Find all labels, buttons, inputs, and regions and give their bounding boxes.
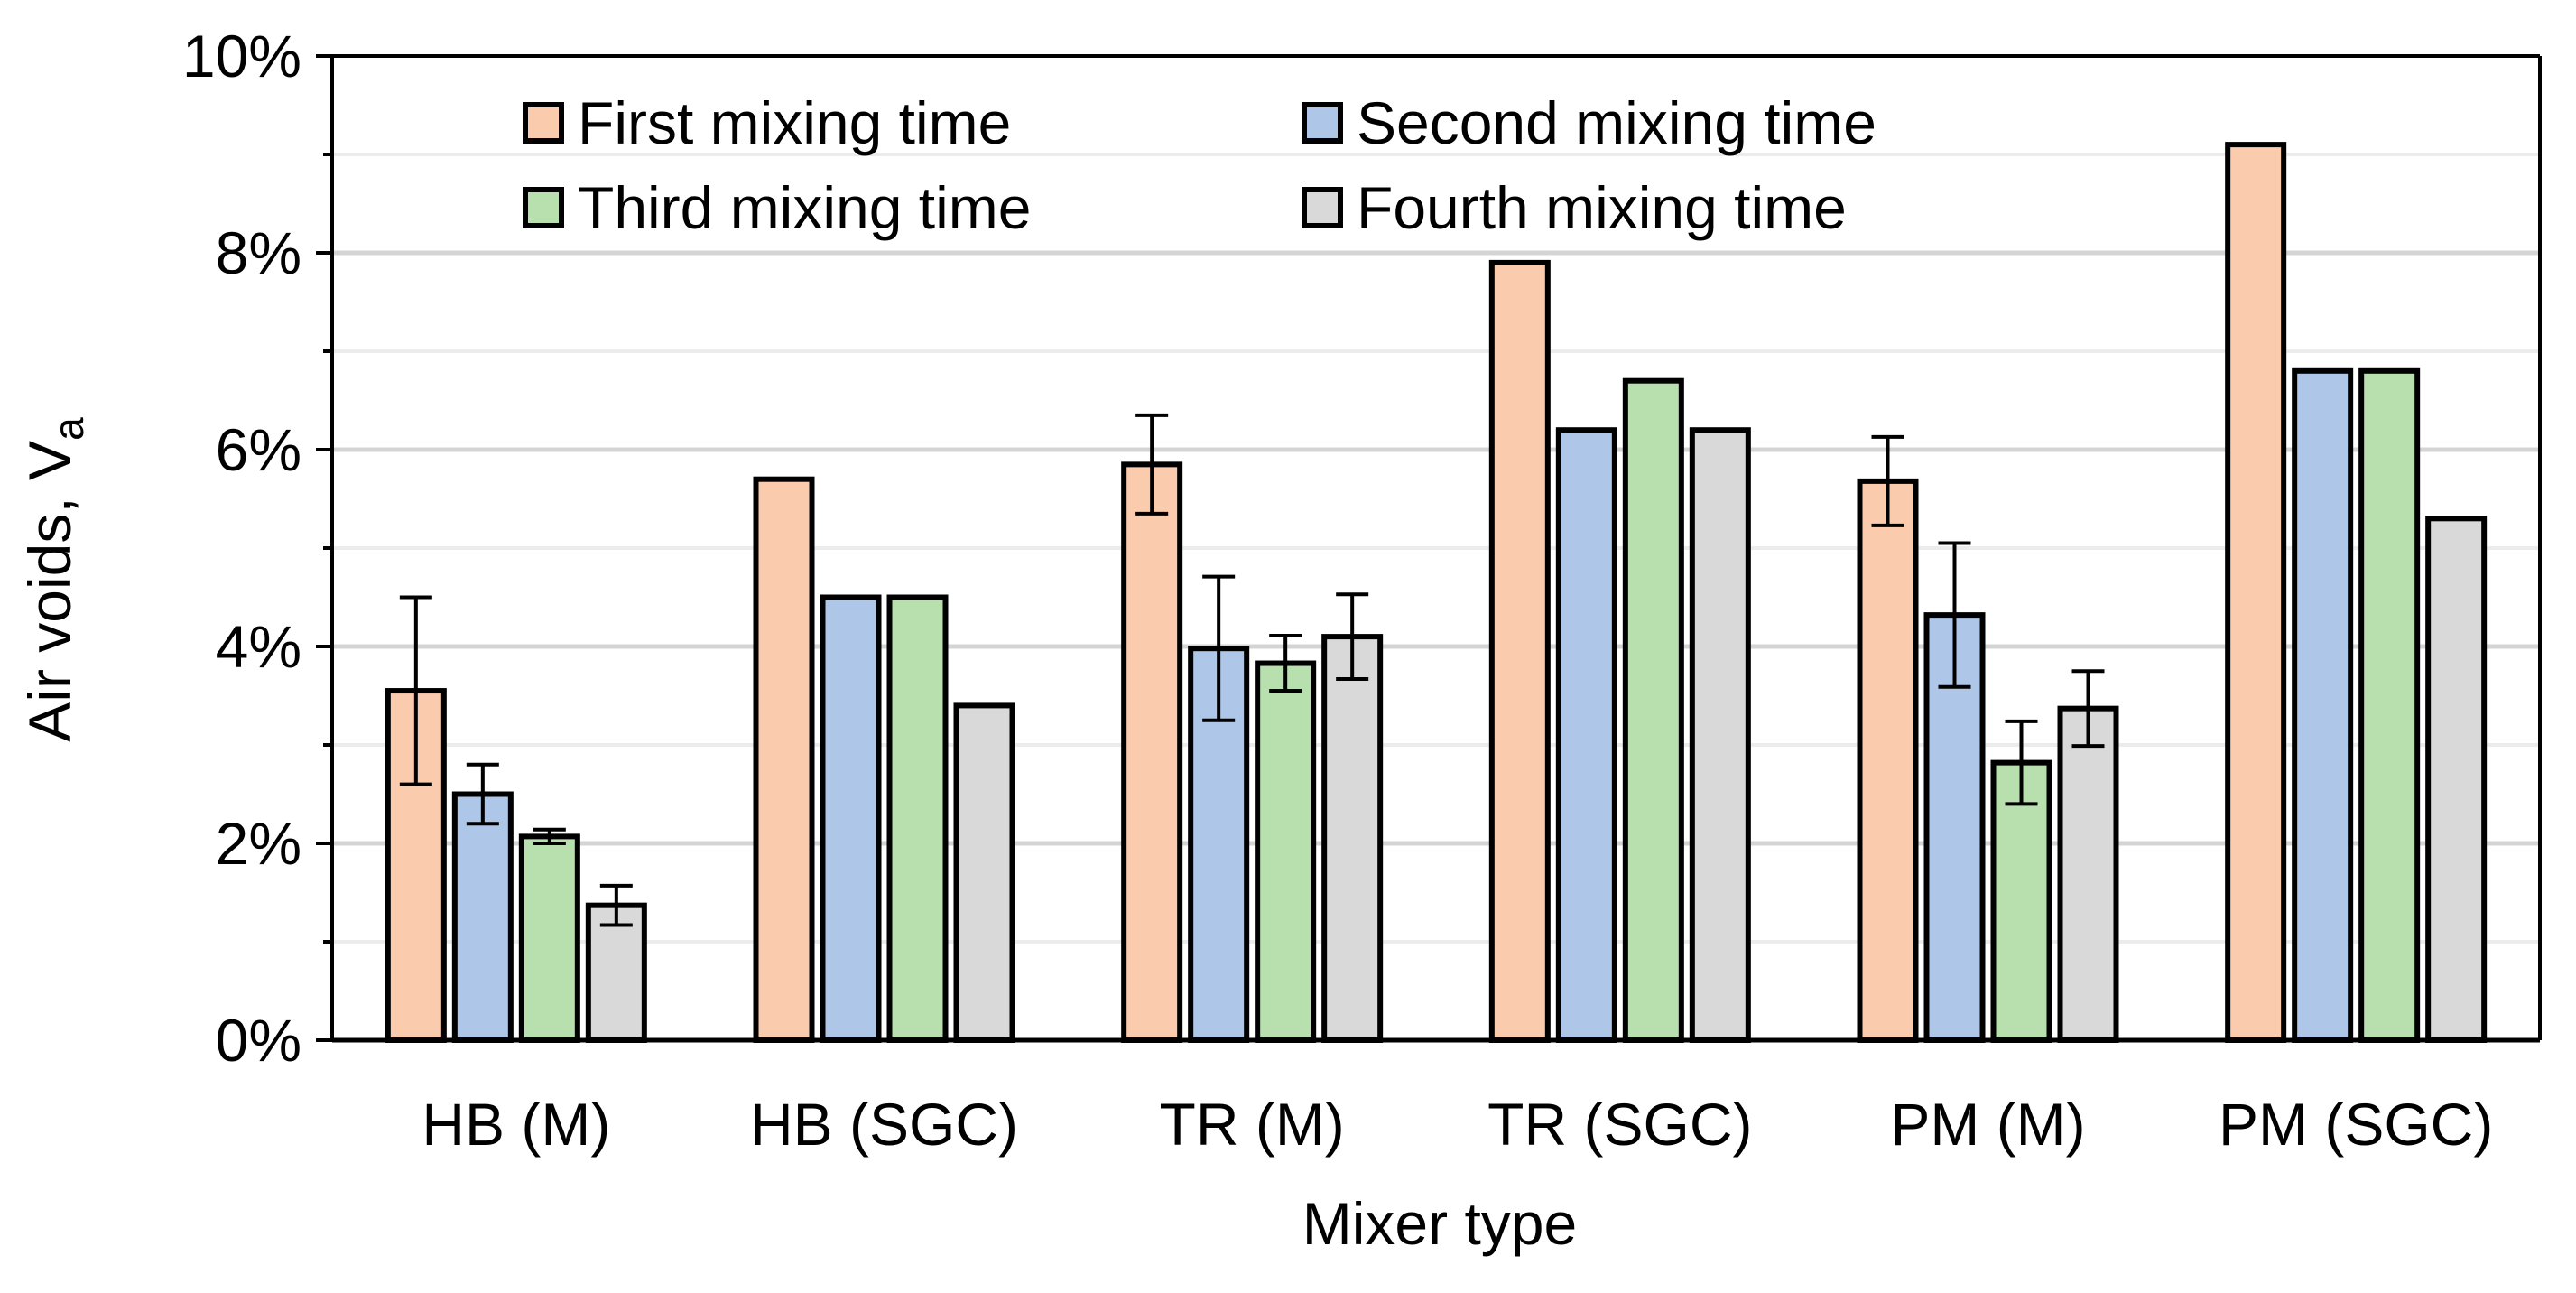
- bar: [753, 476, 815, 1043]
- x-tick-label: HB (M): [422, 1091, 610, 1158]
- legend-label: Fourth mixing time: [1357, 174, 1847, 241]
- bar: [1857, 478, 1919, 1043]
- bar: [1255, 660, 1317, 1044]
- legend-label: Third mixing time: [578, 174, 1031, 241]
- bar: [886, 594, 949, 1043]
- legend: First mixing time Second mixing time Third…: [523, 89, 1876, 241]
- legend-swatch: [523, 187, 564, 228]
- error-bars: [399, 413, 2105, 927]
- legend-swatch: [1302, 187, 1343, 228]
- bar: [518, 833, 580, 1043]
- legend-swatch: [1302, 102, 1343, 144]
- bar: [1321, 634, 1384, 1043]
- y-axis-title: Air voids, Va: [16, 417, 92, 742]
- x-tick-label: TR (M): [1160, 1091, 1345, 1158]
- axes: [316, 54, 2542, 1043]
- x-tick-label: PM (M): [1890, 1091, 2085, 1158]
- bar: [1622, 377, 1684, 1043]
- y-tick-label: 10%: [182, 23, 301, 89]
- bar: [2425, 516, 2488, 1043]
- x-tick-label: TR (SGC): [1487, 1091, 1752, 1158]
- legend-label: First mixing time: [578, 89, 1011, 156]
- y-axis-title-main: Air voids, V: [16, 441, 83, 742]
- y-tick-label: 2%: [216, 810, 301, 877]
- legend-label: Second mixing time: [1357, 89, 1876, 156]
- x-tick-labels: HB (M) HB (SGC) TR (M) TR (SGC) PM (M) PM (SG…: [422, 1091, 2493, 1158]
- bar: [820, 594, 882, 1043]
- y-tick-label: 6%: [216, 416, 301, 483]
- bar: [953, 702, 1015, 1044]
- bar: [2358, 367, 2421, 1043]
- y-axis-title-subscript: a: [45, 417, 92, 441]
- x-tick-label: PM (SGC): [2219, 1091, 2493, 1158]
- bar: [1488, 259, 1551, 1043]
- bars: [385, 142, 2488, 1044]
- bar: [1121, 461, 1183, 1043]
- y-tick-label: 0%: [216, 1007, 301, 1074]
- bar: [1555, 427, 1617, 1043]
- bar: [2292, 367, 2354, 1043]
- y-tick-labels: 0% 2% 4% 6% 8% 10%: [182, 23, 301, 1074]
- bar: [2225, 142, 2287, 1044]
- gridlines: [332, 153, 2540, 944]
- legend-swatch: [523, 102, 564, 144]
- y-tick-label: 8%: [216, 219, 301, 286]
- bar: [2057, 705, 2119, 1043]
- y-tick-label: 4%: [216, 613, 301, 680]
- bar: [451, 791, 514, 1043]
- x-axis-title: Mixer type: [1302, 1190, 1577, 1257]
- x-tick-label: HB (SGC): [750, 1091, 1018, 1158]
- bar: [1689, 427, 1751, 1043]
